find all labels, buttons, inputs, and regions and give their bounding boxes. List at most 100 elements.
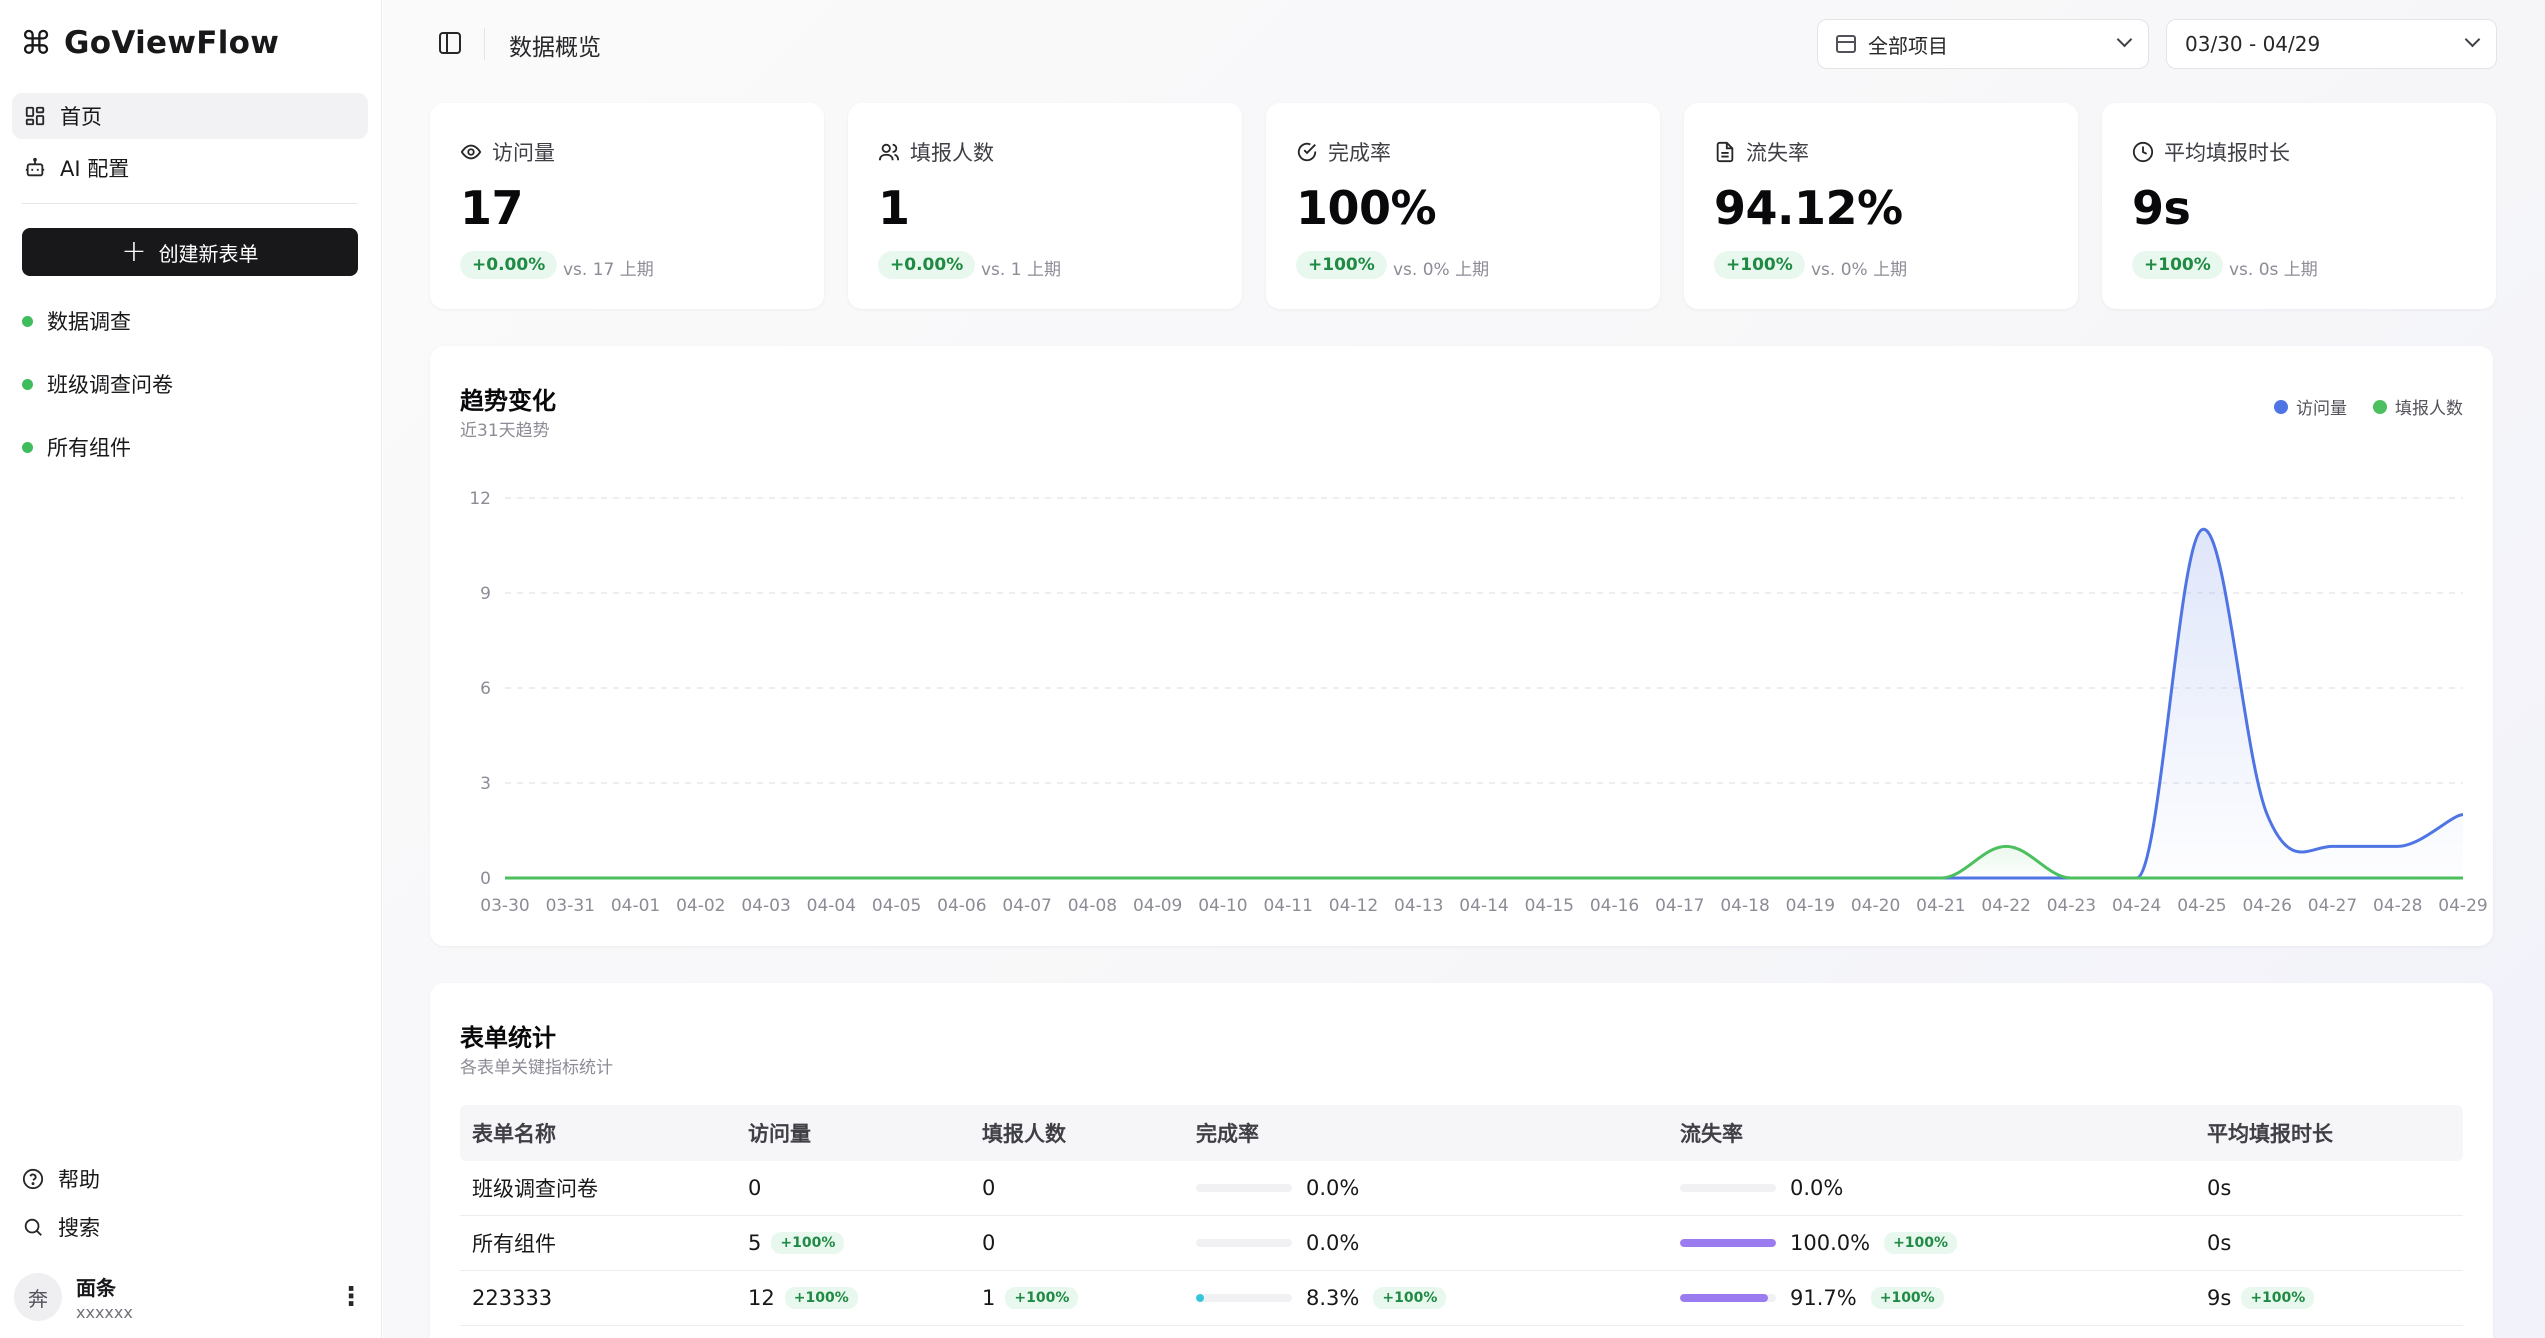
submitters-cell: 1 +100% (982, 1271, 1079, 1325)
submitters-cell: 0 (982, 1216, 995, 1270)
legend-dot (2373, 399, 2387, 414)
duration-cell-value: 9s (2207, 1286, 2232, 1310)
x-tick-label: 04-23 (2047, 896, 2096, 916)
column-header: 表单名称 (472, 1122, 556, 1146)
form-name-cell-value: 所有组件 (472, 1232, 556, 1256)
x-tick-label: 04-28 (2373, 896, 2422, 916)
series-area (505, 529, 2463, 878)
sidebar-form-item[interactable]: 所有组件 (22, 432, 131, 462)
x-tick-label: 04-15 (1525, 896, 1574, 916)
duration-cell: 0s (2207, 1161, 2231, 1215)
table-header: 表单名称 访问量 填报人数 完成率 流失率 平均填报时长 (460, 1105, 2463, 1161)
legend-label: 填报人数 (2395, 399, 2463, 419)
kpi-card-completion: 完成率 100% +100% vs. 0% 上期 (1266, 103, 1660, 309)
churn-cell-bar (1680, 1294, 1776, 1302)
visits-cell: 0 (748, 1161, 761, 1215)
legend-item-submitters[interactable]: 填报人数 (2373, 394, 2463, 419)
change-badge: +100% (1373, 1287, 1447, 1309)
form-name-cell: 223333 (472, 1271, 552, 1325)
project-select-value: 全部项目 (1868, 33, 1948, 58)
table-row[interactable]: 223333 12 +100% 1 +100% 8.3% +100% 91.7% +100% 9s… (460, 1271, 2463, 1326)
series-line (505, 844, 2463, 880)
y-tick-label: 0 (480, 869, 491, 889)
x-tick-label: 04-09 (1133, 896, 1182, 916)
x-tick-label: 04-10 (1198, 896, 1247, 916)
churn-cell-value: 0.0% (1790, 1176, 1844, 1200)
change-badge: +100% (1870, 1287, 1944, 1309)
x-tick-label: 04-18 (1720, 896, 1769, 916)
project-select[interactable]: 全部项目 (1817, 19, 2149, 69)
completion-cell-value: 8.3% (1306, 1286, 1360, 1310)
kpi-change-badge: +100% (1714, 251, 1805, 279)
calendar-icon (1836, 35, 1856, 53)
table-subtitle: 各表单关键指标统计 (460, 1058, 613, 1078)
user-menu[interactable]: 奔 面条 xxxxxx ⋮ (14, 1272, 364, 1322)
x-tick-label: 04-27 (2308, 896, 2357, 916)
eye-icon (460, 144, 482, 160)
kpi-compare: vs. 1 上期 (981, 260, 1061, 280)
form-stats-table: 表单名称 访问量 填报人数 完成率 流失率 平均填报时长 班级调查问卷 0 0 0.0… (460, 1105, 2463, 1326)
sidebar-item-ai-config[interactable]: AI 配置 (12, 145, 368, 191)
create-form-label: 创建新表单 (158, 241, 259, 266)
completion-cell-bar (1196, 1184, 1292, 1192)
main-content: 数据概览 全部项目 03/30 - 04/29 访问量 17 +0.00% vs… (383, 0, 2545, 1338)
submitters-cell-value: 0 (982, 1176, 996, 1200)
sidebar-toggle-icon[interactable] (439, 32, 461, 54)
page-title: 数据概览 (509, 35, 601, 61)
plus-icon: + (121, 234, 147, 269)
kpi-change-badge: +0.00% (460, 251, 558, 279)
form-name-cell: 所有组件 (472, 1216, 556, 1270)
completion-cell-bar (1196, 1294, 1292, 1302)
legend-item-visits[interactable]: 访问量 (2274, 394, 2347, 419)
chart-subtitle: 近31天趋势 (460, 421, 550, 441)
sidebar-item-home[interactable]: 首页 (12, 93, 368, 139)
help-link[interactable]: 帮助 (22, 1164, 100, 1194)
x-tick-label: 04-22 (1981, 896, 2030, 916)
x-tick-label: 04-11 (1263, 896, 1312, 916)
kpi-compare: vs. 17 上期 (563, 260, 654, 280)
form-stats-card: 表单统计 各表单关键指标统计 表单名称 访问量 填报人数 完成率 流失率 平均填… (430, 983, 2493, 1338)
search-link[interactable]: 搜索 (22, 1212, 100, 1242)
table-row[interactable]: 班级调查问卷 0 0 0.0% 0.0% 0s (460, 1161, 2463, 1216)
column-header: 填报人数 (982, 1122, 1066, 1146)
header: 数据概览 全部项目 03/30 - 04/29 (383, 0, 2545, 90)
kpi-value: 100% (1296, 181, 1437, 235)
y-tick-label: 9 (480, 584, 491, 604)
column-header: 流失率 (1680, 1122, 1743, 1146)
help-label: 帮助 (58, 1168, 100, 1192)
check-circle-icon (1297, 142, 1317, 162)
x-tick-label: 04-17 (1655, 896, 1704, 916)
kpi-card-duration: 平均填报时长 9s +100% vs. 0s 上期 (2102, 103, 2496, 309)
change-badge: +100% (1005, 1287, 1079, 1309)
y-tick-label: 12 (469, 489, 491, 509)
status-dot (22, 441, 33, 453)
users-icon (878, 143, 900, 161)
completion-cell-bar-fill (1196, 1294, 1204, 1302)
churn-cell-bar (1680, 1184, 1776, 1192)
sidebar-form-item[interactable]: 班级调查问卷 (22, 369, 173, 399)
chart-legend: 访问量 填报人数 (2274, 394, 2463, 419)
more-vertical-icon[interactable]: ⋮ (338, 1282, 364, 1312)
kpi-value: 17 (460, 181, 524, 235)
table-row[interactable]: 所有组件 5 +100% 0 0.0% 100.0% +100% 0s (460, 1216, 2463, 1271)
chevron-down-icon (2116, 31, 2133, 48)
file-icon (1716, 141, 1734, 163)
kpi-label: 流失率 (1746, 141, 1809, 165)
app-logo[interactable]: ⌘ GoViewFlow (20, 24, 279, 62)
churn-cell-bar-fill (1680, 1294, 1769, 1302)
submitters-cell-value: 0 (982, 1231, 996, 1255)
visits-cell: 5 +100% (748, 1216, 845, 1270)
x-tick-label: 04-29 (2438, 896, 2487, 916)
sidebar-form-item[interactable]: 数据调查 (22, 306, 131, 336)
date-range-select[interactable]: 03/30 - 04/29 (2166, 19, 2497, 69)
create-form-button[interactable]: + 创建新表单 (22, 228, 358, 276)
duration-cell: 0s (2207, 1216, 2231, 1270)
clock-icon (2132, 141, 2154, 163)
column-header: 平均填报时长 (2207, 1122, 2333, 1146)
sidebar-item-label: AI 配置 (60, 157, 130, 181)
completion-cell-value: 0.0% (1306, 1231, 1360, 1255)
kpi-label: 完成率 (1328, 141, 1391, 165)
table-title: 表单统计 (460, 1024, 556, 1052)
header-divider (484, 28, 485, 60)
form-item-label: 所有组件 (47, 436, 131, 460)
